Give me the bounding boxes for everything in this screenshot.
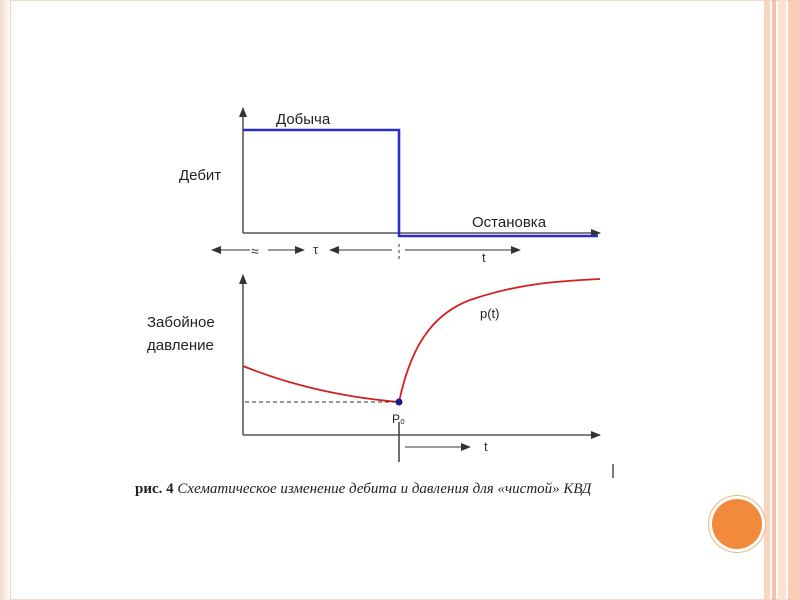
tau-symbol: τ xyxy=(313,242,319,257)
pressure-ylabel-1: Забойное xyxy=(147,314,215,331)
decor-stripe xyxy=(778,0,786,600)
figure-caption-text: Схематическое изменение дебита и давлени… xyxy=(177,481,592,497)
pressure-ylabel-2: давление xyxy=(147,337,214,354)
flow-rate-line xyxy=(243,128,598,238)
decor-stripe xyxy=(788,0,800,600)
flow-ylabel: Дебит xyxy=(179,167,221,184)
figure-number: рис. 4 xyxy=(135,481,174,497)
decor-stripe xyxy=(772,0,776,600)
buildup-curve xyxy=(398,278,601,403)
t-symbol-bottom: t xyxy=(484,439,488,454)
flow-rate-chart: Дебит Добыча Остановка ≈ τ t xyxy=(179,107,601,265)
pressure-chart: Забойное давление p(t) P₀ t xyxy=(147,274,601,462)
t-symbol-top: t xyxy=(482,250,486,265)
orange-circle-icon xyxy=(712,499,762,549)
p0-label: P₀ xyxy=(392,412,405,426)
drawdown-curve xyxy=(242,365,400,403)
decor-stripe xyxy=(764,0,770,600)
production-label: Добыча xyxy=(276,111,331,128)
stop-label: Остановка xyxy=(472,214,547,231)
slide-left-shadow xyxy=(0,0,12,600)
figure-caption: рис. 4 Схематическое изменение дебита и … xyxy=(135,481,695,498)
curve-label: p(t) xyxy=(480,306,500,321)
slide xyxy=(10,0,790,600)
break-mark: ≈ xyxy=(251,243,259,259)
p0-point xyxy=(395,398,403,406)
